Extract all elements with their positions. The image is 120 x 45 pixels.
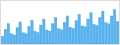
bar <box>40 25 43 44</box>
bar <box>43 19 46 44</box>
bar <box>37 32 40 44</box>
bar <box>93 24 96 44</box>
bar <box>7 24 10 44</box>
bar <box>57 29 60 44</box>
bar <box>48 31 51 44</box>
bar <box>54 18 57 44</box>
bar <box>60 30 63 44</box>
bar <box>72 28 75 44</box>
bar <box>22 33 25 44</box>
plot-frame <box>1 1 120 45</box>
bar <box>107 24 110 44</box>
bar <box>45 30 48 44</box>
bar <box>16 28 19 44</box>
bar <box>87 19 90 44</box>
bar <box>99 18 102 44</box>
bar <box>78 14 81 44</box>
bar <box>10 34 13 44</box>
bar <box>25 34 28 44</box>
bar <box>75 21 78 44</box>
bar <box>90 13 93 44</box>
bar <box>81 26 84 44</box>
bar <box>113 10 116 44</box>
bar <box>63 22 66 44</box>
chart-container <box>0 0 120 45</box>
bar <box>1 36 4 44</box>
bar <box>34 31 37 44</box>
bar <box>31 20 34 44</box>
bar <box>104 23 107 44</box>
bar <box>51 24 54 44</box>
bar <box>4 29 7 44</box>
bar <box>96 25 99 44</box>
chart-svg <box>0 0 120 45</box>
bar <box>116 21 119 44</box>
bar <box>69 27 72 44</box>
bar <box>102 11 105 44</box>
bar <box>66 16 69 44</box>
bar <box>84 27 87 44</box>
bar <box>19 22 22 44</box>
bars <box>1 10 119 44</box>
bar <box>110 16 113 44</box>
bar <box>13 35 16 44</box>
bar <box>28 26 31 44</box>
